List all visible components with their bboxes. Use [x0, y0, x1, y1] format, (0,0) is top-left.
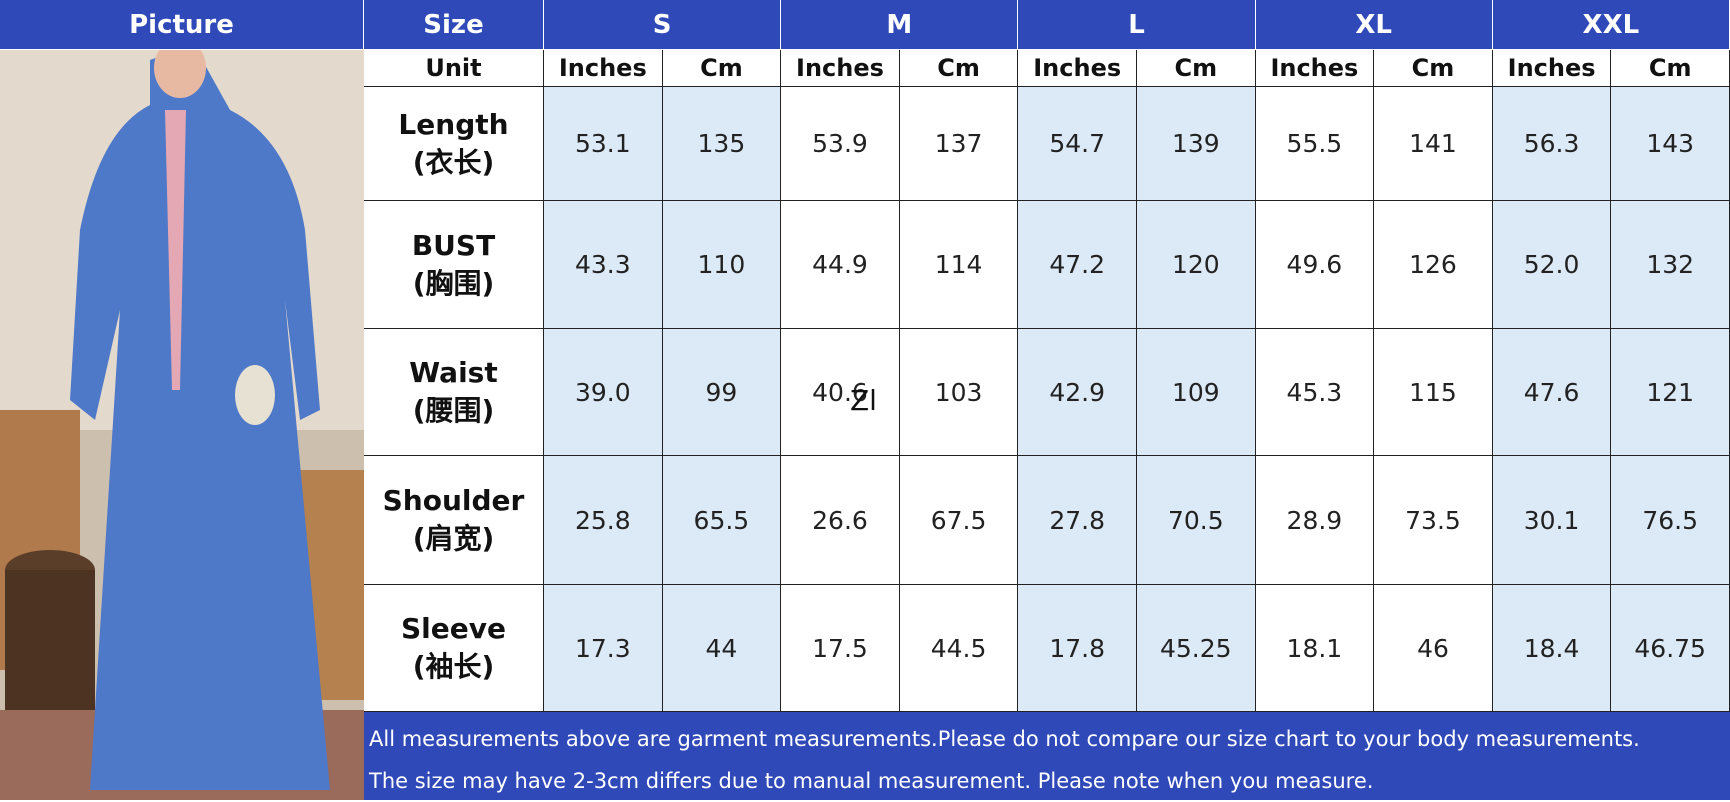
value-cell: 49.6 [1255, 201, 1375, 329]
unit-label: Unit [364, 50, 544, 87]
value-cell: 46.75 [1611, 585, 1730, 712]
value-cell: 121 [1611, 329, 1730, 456]
label-cn: (腰围) [412, 394, 495, 427]
value-cell: 44.9 [781, 201, 900, 329]
unit-cell: Cm [899, 50, 1019, 87]
value-cell: 132 [1611, 201, 1730, 329]
value-cell: 103 [899, 329, 1019, 456]
unit-cell: Inches [1018, 50, 1137, 87]
label-cn: (肩宽) [412, 522, 495, 555]
value-cell: 115 [1374, 329, 1493, 456]
size-header: XL [1255, 0, 1493, 50]
header-cell: Picture [0, 0, 364, 50]
label-en: Length [398, 107, 509, 141]
value-cell: 17.8 [1018, 585, 1137, 712]
row-label: BUST (胸围) [364, 201, 544, 329]
label-cn: (袖长) [412, 650, 495, 683]
row-label: Shoulder (肩宽) [364, 456, 544, 585]
value-cell: 54.7 [1018, 87, 1137, 201]
size-header: M [781, 0, 1019, 50]
header-cell: Size [364, 0, 544, 50]
label-en: Waist [409, 356, 498, 390]
size-header: L [1018, 0, 1256, 50]
value-cell: 135 [662, 87, 782, 201]
value-cell: 55.5 [1255, 87, 1375, 201]
value-cell: 45.25 [1137, 585, 1256, 712]
value-cell: 120 [1137, 201, 1256, 329]
value-cell: 17.3 [544, 585, 663, 712]
stray-text: Zl [850, 384, 877, 417]
value-cell: 109 [1137, 329, 1256, 456]
value-cell: 143 [1611, 87, 1730, 201]
value-cell: 47.2 [1018, 201, 1137, 329]
value-cell: 67.5 [899, 456, 1019, 585]
value-cell: 52.0 [1492, 201, 1612, 329]
value-cell: 28.9 [1255, 456, 1375, 585]
label-en: BUST [411, 228, 496, 262]
unit-cell: Cm [1611, 50, 1730, 87]
value-cell: 56.3 [1492, 87, 1612, 201]
value-cell: 27.8 [1018, 456, 1137, 585]
value-cell: 65.5 [662, 456, 782, 585]
value-cell: 73.5 [1374, 456, 1493, 585]
size-header: S [544, 0, 782, 50]
footer-line: All measurements above are garment measu… [369, 727, 1640, 751]
value-cell: 137 [899, 87, 1019, 201]
value-cell: 114 [899, 201, 1019, 329]
value-cell: 44 [662, 585, 782, 712]
value-cell: 139 [1137, 87, 1256, 201]
size-header: XXL [1492, 0, 1730, 50]
value-cell: 126 [1374, 201, 1493, 329]
value-cell: 110 [662, 201, 782, 329]
unit-cell: Inches [781, 50, 900, 87]
unit-cell: Cm [1137, 50, 1256, 87]
unit-cell: Cm [1374, 50, 1493, 87]
value-cell: 53.1 [544, 87, 663, 201]
unit-cell: Inches [544, 50, 663, 87]
value-cell: 141 [1374, 87, 1493, 201]
unit-cell: Inches [1492, 50, 1612, 87]
value-cell: 47.6 [1492, 329, 1612, 456]
footer-note: All measurements above are garment measu… [364, 712, 1730, 800]
value-cell: 42.9 [1018, 329, 1137, 456]
unit-cell: Inches [1255, 50, 1375, 87]
value-cell: 39.0 [544, 329, 663, 456]
value-cell: 17.5 [781, 585, 900, 712]
value-cell: 99 [662, 329, 782, 456]
label-cn: (衣长) [412, 145, 495, 179]
row-label: Length (衣长) [364, 87, 544, 201]
product-photo [0, 50, 364, 800]
value-cell: 18.4 [1492, 585, 1612, 712]
row-label: Sleeve (袖长) [364, 585, 544, 712]
footer-line: The size may have 2-3cm differs due to m… [369, 769, 1374, 793]
label-en: Sleeve [401, 612, 506, 646]
value-cell: 46 [1374, 585, 1493, 712]
value-cell: 18.1 [1255, 585, 1375, 712]
label-cn: (胸围) [412, 266, 495, 300]
value-cell: 44.5 [899, 585, 1019, 712]
value-cell: 40.6 [781, 329, 900, 456]
value-cell: 25.8 [544, 456, 663, 585]
value-cell: 30.1 [1492, 456, 1612, 585]
label-en: Shoulder [382, 484, 525, 518]
value-cell: 76.5 [1611, 456, 1730, 585]
value-cell: 53.9 [781, 87, 900, 201]
value-cell: 45.3 [1255, 329, 1375, 456]
unit-cell: Cm [662, 50, 782, 87]
row-label: Waist (腰围) [364, 329, 544, 456]
value-cell: 26.6 [781, 456, 900, 585]
value-cell: 43.3 [544, 201, 663, 329]
value-cell: 70.5 [1137, 456, 1256, 585]
